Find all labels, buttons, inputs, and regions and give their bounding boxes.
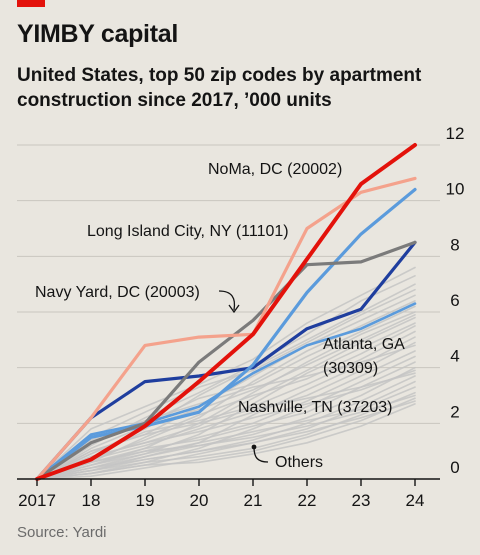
annotation-atlanta-zip: (30309) (323, 360, 378, 377)
y-tick-label-8: 8 (450, 235, 459, 254)
x-tick-label-6: 23 (352, 491, 371, 510)
annotation-nashville: Nashville, TN (37203) (238, 399, 392, 416)
y-tick-label-4: 4 (450, 347, 459, 366)
x-tick-label-2: 19 (136, 491, 155, 510)
others-line-28 (36, 400, 416, 480)
series-line-2 (35, 240, 417, 481)
y-tick-label-2: 2 (450, 402, 459, 421)
others-line-25 (36, 391, 416, 480)
others-leader-line (253, 446, 269, 463)
x-tick-label-3: 20 (190, 491, 209, 510)
brand-tab (17, 0, 45, 7)
series-line-0 (35, 143, 417, 481)
navy-yard-leader-line (218, 290, 236, 311)
annotation-navy-yard: Navy Yard, DC (20003) (35, 284, 200, 301)
annotation-others: Others (275, 454, 323, 471)
annotation-long-island-city: Long Island City, NY (11101) (87, 223, 289, 240)
navy-yard-leader-arrow (228, 304, 240, 314)
x-tick-label-0: 2017 (18, 491, 56, 510)
others-line-29 (36, 403, 416, 480)
others-line-8 (36, 314, 416, 480)
others-line-26 (36, 394, 416, 480)
x-tick-label-1: 18 (82, 491, 101, 510)
y-tick-label-6: 6 (450, 291, 459, 310)
x-tick-label-5: 22 (298, 491, 317, 510)
annotation-atlanta: Atlanta, GA (323, 336, 405, 353)
series-line-3 (35, 187, 417, 481)
source-note: Source: Yardi (17, 524, 107, 541)
others-line-24 (36, 386, 416, 480)
y-tick-label-10: 10 (446, 180, 465, 199)
annotation-noma: NoMa, DC (20002) (208, 161, 342, 178)
others-line-12 (36, 330, 416, 480)
others-line-27 (36, 397, 416, 480)
y-tick-label-12: 12 (446, 124, 465, 143)
x-tick-label-7: 24 (406, 491, 425, 510)
y-tick-label-0: 0 (450, 458, 459, 477)
others-line-22 (36, 372, 416, 480)
x-tick-label-4: 21 (244, 491, 263, 510)
series-line-4 (35, 240, 417, 481)
chart-subtitle: United States, top 50 zip codes by apart… (17, 65, 422, 111)
chart-title: YIMBY capital (17, 20, 178, 48)
others-line-11 (36, 325, 416, 480)
others-line-14 (36, 341, 416, 480)
